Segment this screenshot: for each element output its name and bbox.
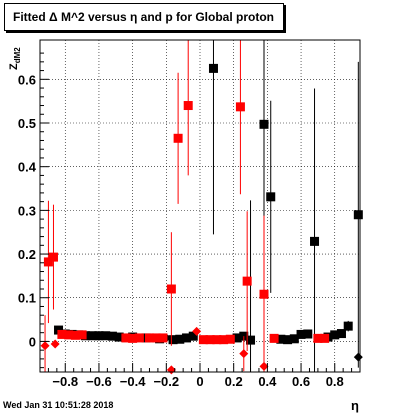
data-point: [50, 339, 60, 349]
data-point: [57, 329, 67, 339]
data-point: [336, 329, 346, 339]
data-point: [320, 333, 330, 343]
data-point: [313, 333, 323, 343]
data-marks: [40, 40, 363, 375]
data-point: [310, 236, 320, 246]
data-point: [166, 284, 176, 294]
data-point: [94, 331, 104, 341]
plot-frame: [39, 39, 361, 373]
data-point: [259, 289, 269, 299]
data-point: [182, 333, 192, 343]
grid: [40, 40, 360, 372]
data-point: [43, 257, 53, 267]
x-axis-title: η: [351, 398, 359, 413]
data-point: [128, 333, 138, 343]
y-axis-title: ZdM2: [8, 47, 22, 70]
data-point: [48, 252, 58, 262]
data-point: [330, 330, 340, 340]
y-tick-label: 0: [29, 334, 36, 349]
data-point: [114, 332, 124, 342]
data-point: [64, 330, 74, 340]
data-point: [353, 352, 363, 362]
data-point: [219, 335, 229, 345]
data-point: [212, 335, 222, 345]
data-point: [269, 333, 279, 343]
x-tick-label: −0.8: [52, 374, 78, 389]
data-point: [235, 102, 245, 112]
x-tick-label: −0.4: [120, 374, 146, 389]
data-point: [107, 331, 117, 341]
data-point: [283, 335, 293, 345]
data-point: [188, 331, 198, 341]
data-point: [266, 192, 276, 202]
title-box: Fitted Δ M^2 versus η and p for Global p…: [4, 3, 284, 31]
data-point: [259, 119, 269, 129]
data-point: [101, 331, 111, 341]
data-point: [239, 349, 249, 359]
data-point: [276, 334, 286, 344]
axes: −0.8 −0.6 −0.4 −0.2 0 0.2 0.4 0.6 0.8 0 0.1 0.2 0.3 0…: [18, 52, 353, 389]
data-point: [192, 326, 202, 336]
data-point: [303, 329, 313, 339]
data-point: [232, 333, 242, 343]
data-point: [121, 333, 131, 343]
data-point: [208, 63, 218, 73]
y-axis-title-subscript: dM2: [13, 47, 22, 64]
data-point: [205, 335, 215, 345]
data-point: [259, 361, 269, 371]
y-tick-label: 0.6: [18, 72, 36, 87]
data-point: [158, 333, 168, 343]
data-point: [198, 335, 208, 345]
x-tick-label: 0.6: [292, 374, 310, 389]
data-point: [144, 333, 154, 343]
y-tick-label: 0.1: [18, 291, 36, 306]
data-point: [70, 330, 80, 340]
x-tick-label: −0.2: [153, 374, 179, 389]
data-point: [134, 333, 144, 343]
data-point: [168, 335, 178, 345]
data-point: [242, 276, 252, 286]
data-point: [246, 335, 256, 345]
x-tick-label: −0.6: [86, 374, 112, 389]
data-point: [77, 330, 87, 340]
y-tick-label: 0.5: [18, 116, 36, 131]
data-point: [343, 321, 353, 331]
data-point: [353, 210, 363, 220]
data-point: [289, 334, 299, 344]
x-tick-label: 0.2: [225, 374, 243, 389]
data-point: [296, 329, 306, 339]
y-tick-label: 0.2: [18, 247, 36, 262]
data-point: [175, 334, 185, 344]
data-point: [183, 101, 193, 111]
y-tick-label: 0.3: [18, 203, 36, 218]
x-tick-label: 0.4: [258, 374, 277, 389]
data-point: [87, 331, 97, 341]
x-tick-label: 0.8: [326, 374, 344, 389]
data-point: [225, 334, 235, 344]
data-point: [173, 133, 183, 143]
data-point: [151, 333, 161, 343]
data-point: [40, 341, 50, 351]
y-tick-label: 0.4: [18, 160, 37, 175]
x-tick-label: 0: [196, 374, 203, 389]
chart-title: Fitted Δ M^2 versus η and p for Global p…: [13, 10, 274, 24]
timestamp-footer: Wed Jan 31 10:51:28 2018: [3, 400, 114, 410]
